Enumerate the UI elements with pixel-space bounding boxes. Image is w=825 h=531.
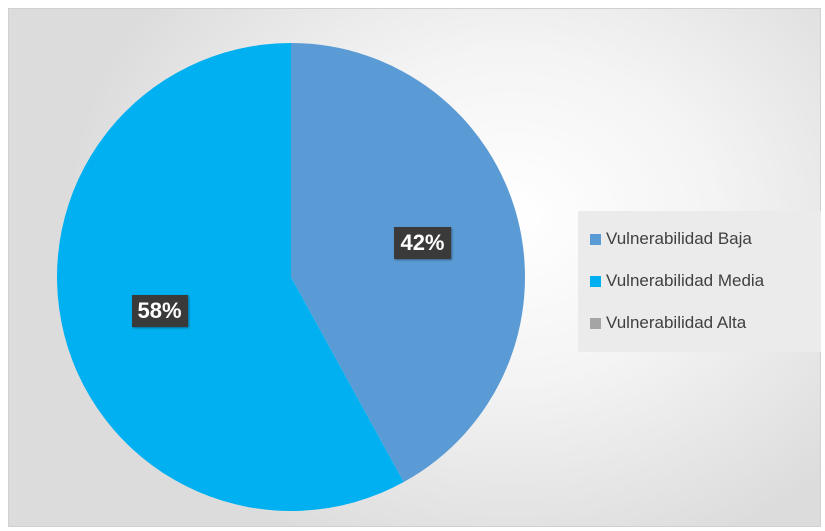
pie-slice-media bbox=[57, 43, 404, 511]
legend-swatch-alta bbox=[590, 317, 601, 329]
legend-swatch-media bbox=[590, 275, 601, 287]
data-label-media: 58% bbox=[131, 294, 188, 327]
legend-item-media: Vulnerabilidad Media bbox=[590, 269, 764, 293]
legend-item-alta: Vulnerabilidad Alta bbox=[590, 311, 746, 335]
pie-slice-baja bbox=[291, 43, 526, 483]
legend-label-alta: Vulnerabilidad Alta bbox=[606, 313, 747, 332]
pie-chart bbox=[57, 43, 526, 511]
legend: Vulnerabilidad Baja Vulnerabilidad Media… bbox=[578, 211, 821, 352]
data-label-baja: 42% bbox=[394, 227, 451, 260]
legend-label-baja: Vulnerabilidad Baja bbox=[606, 229, 752, 248]
legend-item-baja: Vulnerabilidad Baja bbox=[590, 227, 752, 251]
legend-swatch-baja bbox=[590, 233, 601, 245]
chart-area: Vulnerabilidad Baja Vulnerabilidad Media… bbox=[8, 8, 821, 527]
legend-label-media: Vulnerabilidad Media bbox=[606, 271, 765, 290]
